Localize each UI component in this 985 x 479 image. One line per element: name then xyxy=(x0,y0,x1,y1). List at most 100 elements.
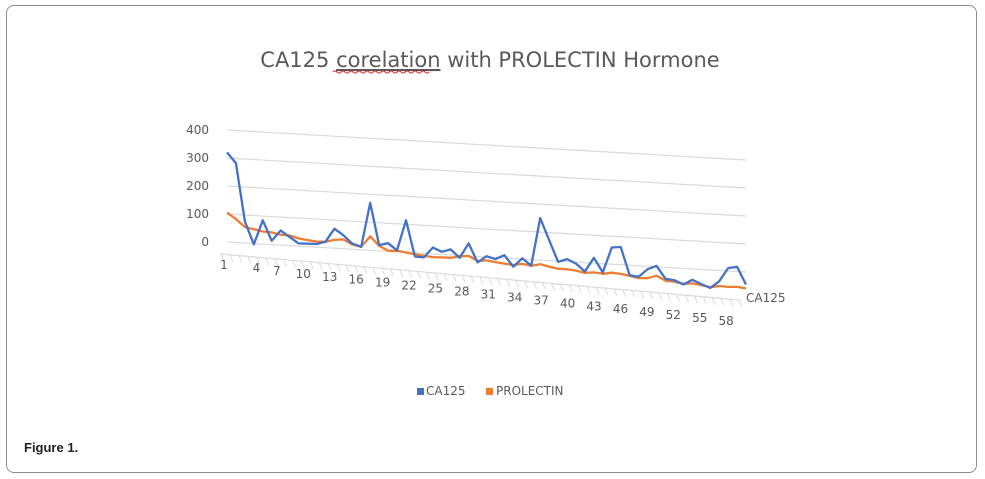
grid-lines xyxy=(220,129,747,308)
floor-tick xyxy=(220,253,225,262)
x-tick-label: 49 xyxy=(639,305,654,319)
y-tick-label: 300 xyxy=(186,151,209,165)
floor-tick xyxy=(291,260,296,268)
floor-tick xyxy=(318,262,323,270)
floor-tick xyxy=(336,264,341,272)
legend-label-ca125: CA125 xyxy=(426,384,466,398)
floor-tick xyxy=(274,258,279,266)
floor-tick xyxy=(711,297,716,305)
floor-tick xyxy=(443,273,448,282)
x-tick-label: 52 xyxy=(666,308,681,322)
floor-tick xyxy=(354,265,359,274)
floor-tick xyxy=(327,263,332,271)
floor-tick xyxy=(390,268,395,277)
series-line-ca125 xyxy=(226,151,748,290)
floor-tick xyxy=(702,296,707,305)
floor-tick xyxy=(256,256,261,265)
floor-tick xyxy=(524,280,529,289)
floor-tick xyxy=(667,293,672,301)
y-tick-label: 0 xyxy=(201,235,209,249)
floor-tick xyxy=(676,294,680,302)
floor-tick xyxy=(283,259,287,267)
gridline-100 xyxy=(226,213,747,245)
y-axis-ticks: 400 300 200 100 0 xyxy=(186,123,209,249)
floor-tick xyxy=(533,281,538,289)
floor-tick xyxy=(399,269,404,278)
chart-title-part-1: CA125 xyxy=(260,48,329,72)
y-tick-label: 400 xyxy=(186,123,209,137)
floor-tick xyxy=(729,299,734,307)
floor-tick xyxy=(658,292,663,301)
floor-tick xyxy=(425,272,430,280)
chart-title-part-3: with PROLECTIN Hormone xyxy=(447,48,720,72)
chart-title-part-2: corelation xyxy=(336,48,440,72)
floor-tick xyxy=(497,278,502,286)
floor-tick xyxy=(229,254,234,262)
y-tick-label: 200 xyxy=(186,179,209,193)
floor-tick xyxy=(488,277,493,285)
floor-tick xyxy=(604,287,609,296)
floor-tick xyxy=(595,287,600,295)
gridline-400 xyxy=(226,129,747,161)
x-tick-label: 16 xyxy=(349,273,364,287)
floor-tick xyxy=(684,295,689,303)
series-lines xyxy=(226,151,748,290)
x-tick-label: 4 xyxy=(253,261,261,275)
floor-tick xyxy=(408,270,413,278)
floor-tick xyxy=(506,279,511,287)
floor-tick xyxy=(550,283,555,291)
series-line-prolectin xyxy=(226,211,747,290)
floor-tick xyxy=(559,283,564,292)
figure-caption: Figure 1. xyxy=(24,440,79,455)
floor-tick xyxy=(586,286,591,294)
x-tick-label: 13 xyxy=(322,270,337,284)
depth-axis-label: CA125 xyxy=(746,291,786,305)
gridline-200 xyxy=(226,185,747,217)
floor-tick xyxy=(309,261,314,270)
floor-tick xyxy=(417,271,421,279)
floor-tick xyxy=(461,275,466,283)
legend-swatch-prolectin xyxy=(486,388,493,395)
floor-tick xyxy=(452,274,457,282)
x-tick-label: 1 xyxy=(220,258,228,272)
floor-tick xyxy=(265,257,270,266)
floor-tick xyxy=(542,282,546,290)
x-tick-label: 7 xyxy=(273,264,281,278)
x-tick-label: 28 xyxy=(454,285,469,299)
floor-tick xyxy=(649,291,654,300)
legend: CA125 PROLECTIN xyxy=(417,384,564,398)
floor-tick xyxy=(479,276,484,285)
spellcheck-squiggle xyxy=(332,70,430,74)
legend-swatch-ca125 xyxy=(417,388,424,395)
floor-tick xyxy=(640,291,645,299)
gridline-300 xyxy=(226,157,747,189)
x-axis-ticks: 1 4 7 10 13 16 19 22 25 28 31 34 37 40 43 46 49 52 55 58 xyxy=(220,258,734,328)
floor-tick xyxy=(622,289,627,297)
floor-tick xyxy=(568,284,573,293)
floor-tick xyxy=(247,256,252,264)
floor-tick xyxy=(381,268,386,276)
x-tick-label: 19 xyxy=(375,276,390,290)
x-tick-label: 31 xyxy=(481,287,496,301)
x-tick-label: 46 xyxy=(613,302,628,316)
floor-tick xyxy=(434,272,439,281)
floor-tick xyxy=(515,279,520,288)
chart-title: CA125 corelation with PROLECTIN Hormone xyxy=(260,48,719,72)
floor-tick xyxy=(631,290,636,298)
line-chart: CA125 corelation with PROLECTIN Hormone … xyxy=(186,48,786,398)
floor-tick xyxy=(238,255,243,263)
floor-tick xyxy=(693,295,698,304)
x-tick-label: 40 xyxy=(560,296,575,310)
y-tick-label: 100 xyxy=(186,207,209,221)
legend-label-prolectin: PROLECTIN xyxy=(496,384,564,398)
x-tick-label: 22 xyxy=(401,279,416,293)
floor-tick xyxy=(470,276,475,284)
x-tick-label: 58 xyxy=(719,314,734,328)
floor-tick xyxy=(613,288,618,297)
floor-tick xyxy=(363,266,368,274)
floor-tick xyxy=(300,260,305,269)
floor-tick xyxy=(720,298,725,306)
x-tick-label: 55 xyxy=(692,311,707,325)
floor-tick xyxy=(345,264,350,273)
chart-area: CA125 corelation with PROLECTIN Hormone … xyxy=(161,28,819,421)
